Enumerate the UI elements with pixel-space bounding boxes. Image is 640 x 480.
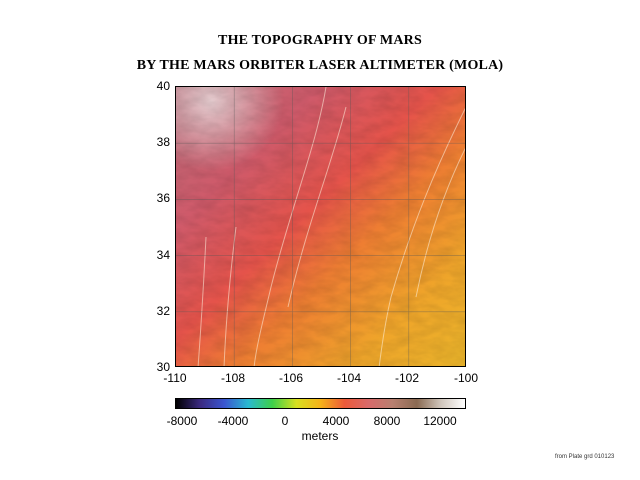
colorbar-tick-label: 8000 (373, 414, 401, 428)
map-title: THE TOPOGRAPHY OF MARS (218, 33, 422, 48)
y-tick-label: 30 (156, 360, 170, 374)
x-tick-label: -100 (453, 371, 479, 385)
colorbar-unit-label: meters (301, 429, 339, 443)
y-tick-label: 40 (156, 79, 170, 93)
x-tick-label: -106 (278, 371, 304, 385)
colorbar-tick-label: 4000 (322, 414, 350, 428)
source-credit: from Plate grd 010123 (555, 454, 615, 460)
x-tick-label: -104 (336, 371, 362, 385)
topography-map (175, 86, 466, 367)
y-tick-label: 34 (156, 248, 170, 262)
colorbar-tick-label: -8000 (166, 414, 198, 428)
y-tick-label: 32 (156, 304, 170, 318)
x-tick-label: -108 (220, 371, 246, 385)
y-tick-label: 36 (156, 191, 170, 205)
topography-image (176, 87, 465, 366)
colorbar-tick-label: -4000 (217, 414, 249, 428)
x-tick-label: -102 (394, 371, 420, 385)
x-tick-label: -110 (163, 371, 187, 385)
elevation-colorbar (175, 398, 466, 409)
colorbar-tick-label: 12000 (423, 414, 457, 428)
y-tick-label: 38 (156, 135, 170, 149)
map-subtitle: BY THE MARS ORBITER LASER ALTIMETER (MOL… (136, 58, 504, 73)
colorbar-tick-label: 0 (281, 414, 289, 428)
